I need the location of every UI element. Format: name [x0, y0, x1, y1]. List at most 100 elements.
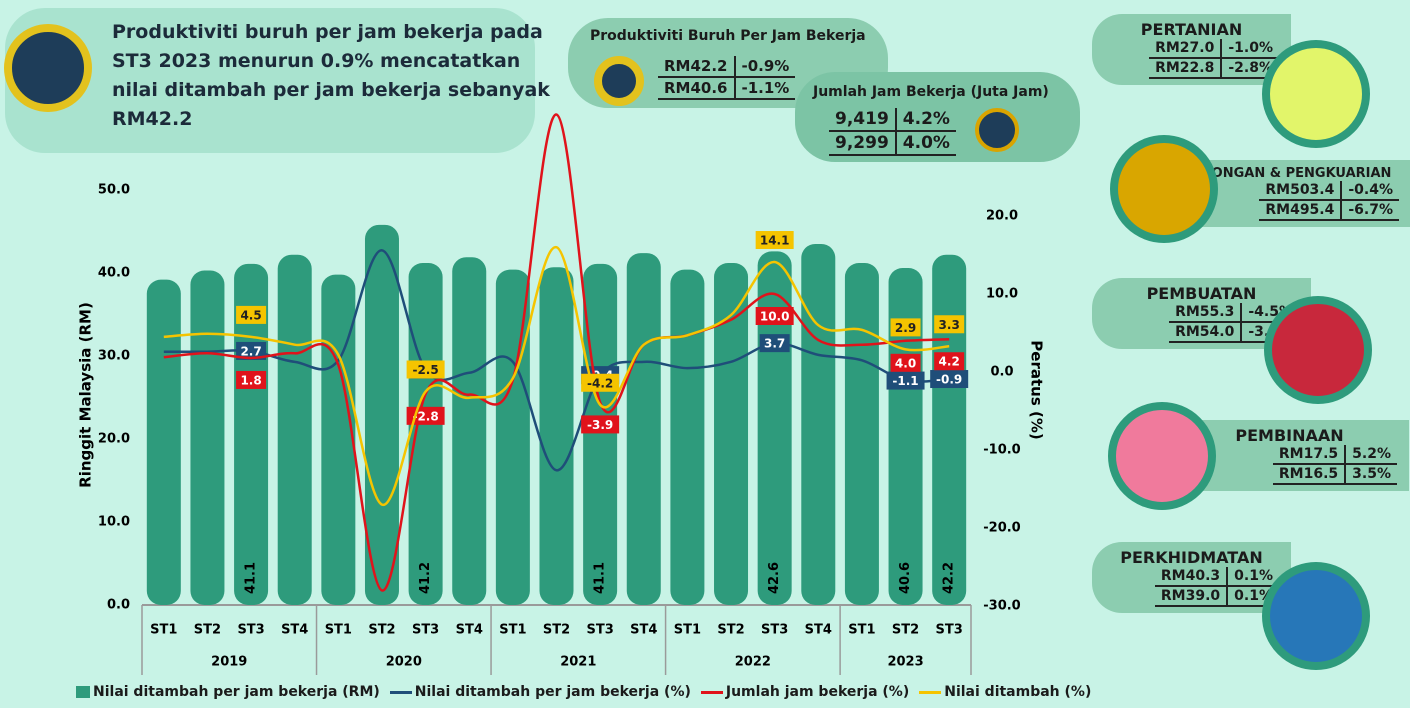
data-label-box — [890, 318, 921, 337]
sector-name: PERTANIAN — [1140, 20, 1243, 39]
bar — [888, 268, 923, 605]
bar-value-label: 41.1 — [244, 562, 259, 594]
data-label-text: 4.5 — [240, 308, 261, 322]
year-label: 2020 — [386, 655, 422, 670]
cell: 9,419 — [829, 108, 897, 132]
bar-value-label: 41.1 — [593, 562, 608, 594]
data-label-box — [934, 315, 965, 334]
sector-icon — [1264, 296, 1372, 404]
legend-text: Nilai ditambah per jam bekerja (%) — [414, 684, 691, 700]
legend-key — [919, 690, 942, 694]
bar — [932, 254, 967, 606]
data-label: -3.9 — [581, 415, 620, 434]
legend-text: Jumlah jam bekerja (%) — [725, 684, 910, 700]
clock-icon — [594, 56, 644, 106]
bar — [539, 267, 574, 605]
sector-icon — [1110, 135, 1218, 243]
x-tick-label: ST2 — [892, 623, 919, 638]
y2-tick-label: 10.0 — [986, 287, 1018, 302]
data-label: -1.1 — [886, 371, 925, 390]
x-tick-label: ST4 — [281, 623, 308, 638]
x-tick-label: ST2 — [194, 623, 221, 638]
cell: RM55.3 — [1169, 303, 1243, 323]
x-tick-label: ST1 — [325, 623, 352, 638]
cell: RM503.4 — [1259, 181, 1343, 201]
x-tick-label: ST1 — [150, 623, 177, 638]
cell: RM27.0 — [1149, 39, 1223, 59]
bar-value-label: 42.2 — [942, 562, 957, 594]
x-tick-label: ST3 — [237, 623, 264, 638]
bar — [277, 254, 312, 606]
y-tick-label: 20.0 — [98, 432, 130, 447]
cell: RM17.5 — [1272, 445, 1347, 465]
data-label-box — [755, 307, 794, 325]
cell: RM40.6 — [658, 77, 736, 100]
legend-item: Jumlah jam bekerja (%) — [700, 684, 910, 700]
sector-row: RM495.4 -6.7% — [1259, 200, 1399, 221]
bar — [146, 279, 181, 605]
summary-table: 9,419 4.2% 9,299 4.0% — [829, 108, 956, 156]
data-label: 10.0 — [755, 307, 794, 325]
cell: RM54.0 — [1169, 322, 1243, 343]
x-tick-label: ST2 — [368, 623, 395, 638]
legend: Nilai ditambah per jam bekerja (RM) Nilai… — [76, 684, 1091, 700]
bar — [757, 251, 792, 606]
headline: Produktiviti buruh per jam bekerja pada … — [112, 21, 550, 130]
summary-table: RM42.2 -0.9% RM40.6 -1.1% — [658, 56, 796, 100]
data-label-box — [236, 370, 267, 389]
data-label-box — [581, 373, 620, 392]
sector-name: PERKHIDMATAN — [1120, 548, 1263, 567]
x-tick-label: ST1 — [499, 623, 526, 638]
legend-item: Nilai ditambah per jam bekerja (RM) — [76, 684, 380, 700]
data-label-text: -0.9 — [936, 373, 962, 387]
sector-table: RM55.3-4.5%RM54.0-3.9% — [1169, 303, 1299, 343]
sector-table: RM40.3 0.1% RM39.0 0.1% — [1154, 567, 1279, 607]
data-label: -4.2 — [581, 373, 620, 392]
cell: RM40.3 — [1154, 567, 1229, 587]
year-label: 2021 — [560, 655, 596, 670]
data-label-box — [886, 371, 925, 390]
y-tick-label: 50.0 — [98, 183, 130, 198]
data-label-box — [759, 334, 790, 353]
bar — [626, 253, 661, 605]
data-label: 4.0 — [890, 353, 921, 372]
legend-key — [76, 686, 90, 698]
x-tick-label: ST4 — [456, 623, 483, 638]
x-tick-label: ST4 — [805, 623, 832, 638]
bar — [190, 270, 225, 605]
data-label-text: 3.3 — [939, 318, 960, 332]
bar-value-label: 42.6 — [767, 562, 782, 594]
cell: RM42.2 — [658, 56, 736, 78]
y-axis-label: Ringgit Malaysia (RM) — [77, 302, 95, 488]
sector-icon — [1108, 402, 1216, 510]
data-label: -0.9 — [930, 370, 969, 389]
cell: 0.1% — [1227, 567, 1279, 587]
sector-panel: PERKHIDMATAN RM40.3 0.1% RM39.0 0.1% — [1092, 542, 1291, 613]
cell: -2.8% — [1221, 58, 1279, 79]
clock-icon — [4, 24, 92, 112]
x-tick-label: ST3 — [586, 623, 613, 638]
year-label: 2022 — [735, 655, 771, 670]
cell: RM39.0 — [1154, 586, 1229, 607]
data-label-text: 14.1 — [760, 234, 790, 248]
data-label-text: -2.8 — [412, 409, 438, 423]
sector-table: RM503.4 -0.4% RM495.4 -6.7% — [1259, 181, 1399, 221]
data-label-text: 1.8 — [240, 373, 261, 387]
data-label: 2.9 — [890, 318, 921, 337]
summary-title: Produktiviti Buruh Per Jam Bekerja — [590, 28, 866, 44]
data-label-box — [236, 305, 267, 324]
sector-row: RM16.5 3.5% — [1272, 464, 1397, 485]
sector-row: RM39.0 0.1% — [1154, 586, 1279, 607]
data-label-text: 2.7 — [240, 344, 261, 358]
data-label-text: 2.9 — [895, 321, 916, 335]
data-label-box — [755, 231, 794, 250]
bar — [670, 269, 705, 605]
sector-row: RM40.3 0.1% — [1154, 567, 1279, 587]
bar-value-label: 40.6 — [898, 562, 913, 594]
y2-tick-label: 0.0 — [990, 365, 1013, 380]
sector-table: RM17.5 5.2% RM16.5 3.5% — [1272, 445, 1397, 485]
x-tick-label: ST1 — [674, 623, 701, 638]
summary-panel: Produktiviti Buruh Per Jam Bekerja RM42.… — [568, 18, 888, 108]
